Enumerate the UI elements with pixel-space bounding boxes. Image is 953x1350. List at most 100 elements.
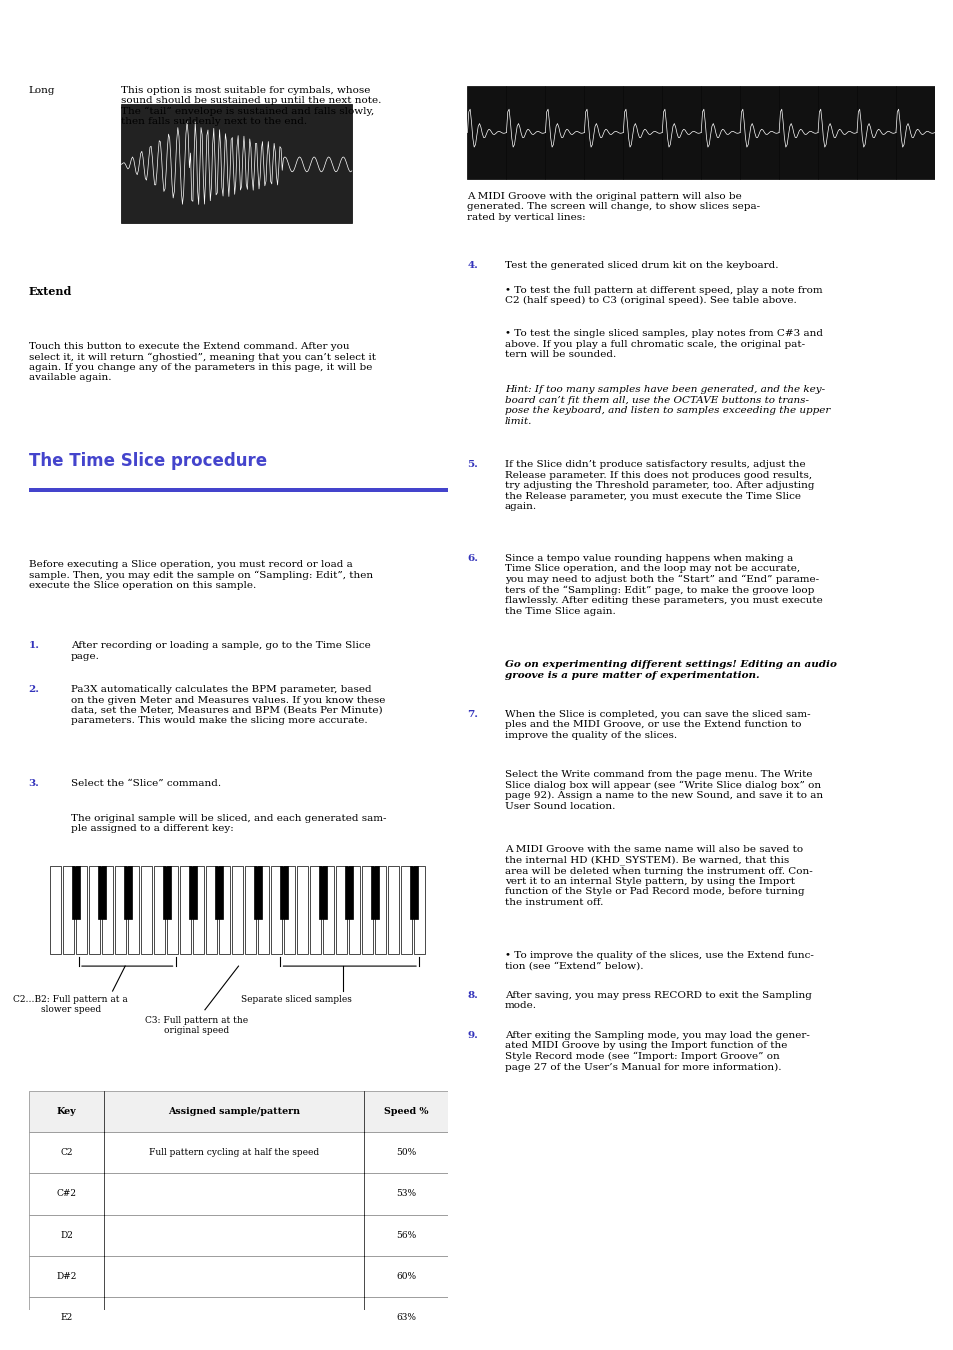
Bar	[29, 1297, 448, 1338]
Text: 60%: 60%	[395, 1272, 416, 1281]
Bar	[323, 867, 334, 953]
Text: Select the “Slice” command.: Select the “Slice” command.	[71, 779, 220, 788]
Bar	[296, 867, 308, 953]
Bar	[29, 1173, 448, 1215]
Bar	[371, 867, 378, 918]
Text: 63%: 63%	[396, 1314, 416, 1322]
Text: Long: Long	[29, 86, 55, 95]
Text: If the Slice didn’t produce satisfactory results, adjust the
Release parameter. : If the Slice didn’t produce satisfactory…	[504, 460, 814, 510]
Text: Touch this button to execute the Extend command. After you
select it, it will re: Touch this button to execute the Extend …	[29, 342, 375, 382]
Text: • To test the single sliced samples, play notes from C#3 and
above. If you play : • To test the single sliced samples, pla…	[504, 329, 822, 359]
Bar	[410, 867, 417, 918]
Text: After saving, you may press RECORD to exit the Sampling
mode.: After saving, you may press RECORD to ex…	[504, 991, 811, 1010]
Bar	[29, 1256, 448, 1297]
Bar	[121, 104, 352, 223]
Text: The Time Slice procedure: The Time Slice procedure	[29, 452, 267, 470]
Text: After recording or loading a sample, go to the Time Slice
page.: After recording or loading a sample, go …	[71, 641, 370, 660]
Bar	[75, 867, 87, 953]
Text: Test the generated sliced drum kit on the keyboard.: Test the generated sliced drum kit on th…	[504, 261, 778, 270]
Bar	[63, 867, 73, 953]
Bar	[219, 867, 230, 953]
Text: 53%: 53%	[395, 1189, 416, 1199]
Bar	[29, 487, 448, 491]
Text: D2: D2	[60, 1231, 72, 1239]
Text: Hint: If too many samples have been generated, and the key-
board can’t fit them: Hint: If too many samples have been gene…	[504, 386, 829, 425]
Text: The original sample will be sliced, and each generated sam-
ple assigned to a di: The original sample will be sliced, and …	[71, 814, 386, 833]
Bar	[349, 867, 360, 953]
Text: 8.: 8.	[467, 991, 477, 1000]
Text: • To test the full pattern at different speed, play a note from
C2 (half speed) : • To test the full pattern at different …	[504, 286, 821, 305]
Text: 5.: 5.	[467, 460, 477, 470]
Bar	[163, 867, 171, 918]
Text: 56%: 56%	[395, 1231, 416, 1239]
Bar	[98, 867, 106, 918]
Text: C3: Full pattern at the
original speed: C3: Full pattern at the original speed	[145, 1017, 248, 1035]
Bar	[29, 1215, 448, 1256]
Text: 6.: 6.	[467, 554, 478, 563]
Bar	[180, 867, 191, 953]
Bar	[193, 867, 204, 953]
Bar	[401, 867, 412, 953]
Bar	[102, 867, 112, 953]
Text: Select the Write command from the page menu. The Write
Slice dialog box will app: Select the Write command from the page m…	[504, 769, 822, 811]
Text: 50%: 50%	[395, 1149, 416, 1157]
Text: Full pattern cycling at half the speed: Full pattern cycling at half the speed	[149, 1149, 319, 1157]
Text: Key: Key	[56, 1107, 76, 1116]
Text: Go on experimenting different settings! Editing an audio
groove is a pure matter: Go on experimenting different settings! …	[504, 660, 836, 679]
Bar	[467, 86, 934, 180]
Text: C2: C2	[60, 1149, 72, 1157]
Bar	[388, 867, 398, 953]
Bar	[29, 1338, 448, 1350]
Bar	[232, 867, 243, 953]
Bar	[50, 867, 60, 953]
Text: 1.: 1.	[29, 641, 40, 651]
Text: 3.: 3.	[29, 779, 39, 788]
Bar	[257, 867, 269, 953]
Text: A MIDI Groove with the same name will also be saved to
the internal HD (KHD_SYST: A MIDI Groove with the same name will al…	[504, 845, 812, 907]
Bar	[271, 867, 282, 953]
Text: 4.: 4.	[467, 261, 477, 270]
Bar	[214, 867, 223, 918]
Text: Separate sliced samples: Separate sliced samples	[241, 995, 352, 1004]
Bar	[153, 867, 165, 953]
Bar	[114, 867, 126, 953]
Bar	[253, 867, 262, 918]
Bar	[65, 4, 69, 84]
Text: 9.: 9.	[467, 1031, 477, 1040]
Bar	[29, 1133, 448, 1173]
Text: 2.: 2.	[29, 686, 40, 694]
Bar	[245, 867, 255, 953]
Text: This option is most suitable for cymbals, whose
sound should be sustained up unt: This option is most suitable for cymbals…	[121, 86, 381, 127]
Text: Pa3X automatically calculates the BPM parameter, based
on the given Meter and Me: Pa3X automatically calculates the BPM pa…	[71, 686, 385, 725]
Bar	[284, 867, 294, 953]
Bar	[310, 867, 321, 953]
Bar	[71, 867, 79, 918]
Bar	[124, 867, 132, 918]
Bar	[280, 867, 288, 918]
Text: A MIDI Groove with the original pattern will also be
generated. The screen will : A MIDI Groove with the original pattern …	[467, 192, 760, 221]
Text: Since a tempo value rounding happens when making a
Time Slice operation, and the: Since a tempo value rounding happens whe…	[504, 554, 821, 616]
Text: C2…B2: Full pattern at a
slower speed: C2…B2: Full pattern at a slower speed	[13, 995, 128, 1014]
Text: C#2: C#2	[56, 1189, 76, 1199]
Bar	[362, 867, 373, 953]
Text: E2: E2	[60, 1314, 72, 1322]
Bar	[167, 867, 177, 953]
Text: Speed %: Speed %	[384, 1107, 428, 1116]
Bar	[414, 867, 425, 953]
Bar	[128, 867, 138, 953]
Text: Before executing a Slice operation, you must record or load a
sample. Then, you : Before executing a Slice operation, you …	[29, 560, 373, 590]
Text: • To improve the quality of the slices, use the Extend func-
tion (see “Extend” : • To improve the quality of the slices, …	[504, 952, 813, 971]
Text: After exiting the Sampling mode, you may load the gener-
ated MIDI Groove by usi: After exiting the Sampling mode, you may…	[504, 1031, 809, 1072]
Bar	[189, 867, 196, 918]
Text: When the Slice is completed, you can save the sliced sam-
ples and the MIDI Groo: When the Slice is completed, you can sav…	[504, 710, 810, 740]
Text: 7.: 7.	[467, 710, 478, 720]
Text: 88: 88	[38, 23, 69, 43]
Bar	[29, 1091, 448, 1133]
Bar	[319, 867, 327, 918]
Bar	[206, 867, 216, 953]
Text: The Time Slice procedure: The Time Slice procedure	[71, 62, 248, 76]
Bar	[345, 867, 353, 918]
Text: Extend: Extend	[29, 286, 71, 297]
Text: D#2: D#2	[56, 1272, 76, 1281]
Text: Assigned sample/pattern: Assigned sample/pattern	[168, 1107, 300, 1116]
